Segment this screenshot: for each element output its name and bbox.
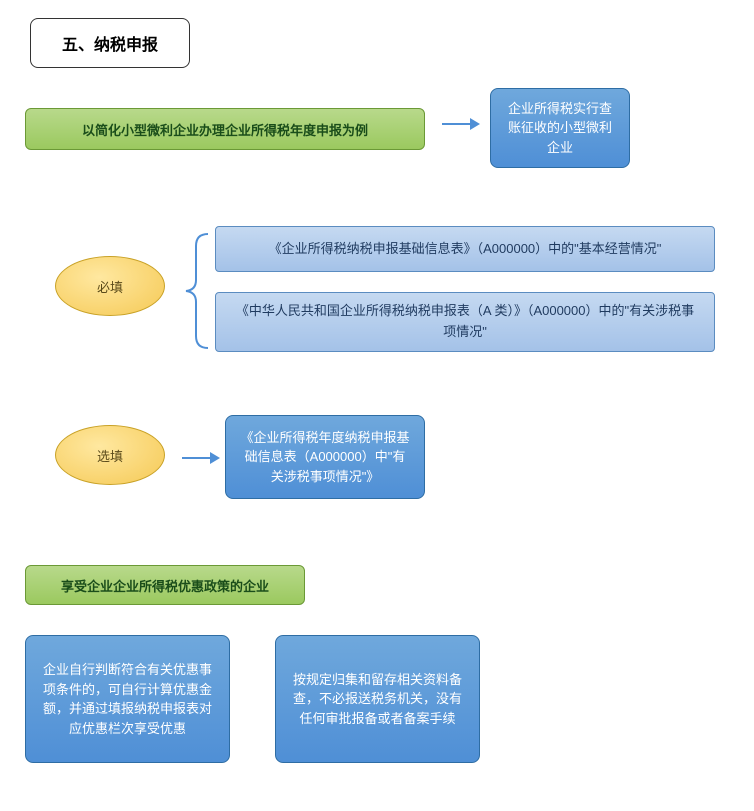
policy-title-text: 享受企业企业所得税优惠政策的企业 [61, 576, 269, 595]
required-item-2-text: 《中华人民共和国企业所得税纳税申报表（A 类）》（A000000）中的"有关涉税… [230, 301, 700, 343]
target-box: 企业所得税实行查账征收的小型微利企业 [490, 88, 630, 168]
arrow-right-icon [180, 446, 220, 470]
policy-left-text: 企业自行判断符合有关优惠事项条件的，可自行计算优惠金额，并通过填报纳税申报表对应… [40, 660, 215, 738]
optional-label: 选填 [97, 446, 123, 465]
example-box: 以简化小型微利企业办理企业所得税年度申报为例 [25, 108, 425, 150]
policy-left-box: 企业自行判断符合有关优惠事项条件的，可自行计算优惠金额，并通过填报纳税申报表对应… [25, 635, 230, 763]
example-text: 以简化小型微利企业办理企业所得税年度申报为例 [82, 120, 368, 139]
policy-right-box: 按规定归集和留存相关资料备查，不必报送税务机关，没有任何审批报备或者备案手续 [275, 635, 480, 763]
policy-right-text: 按规定归集和留存相关资料备查，不必报送税务机关，没有任何审批报备或者备案手续 [290, 670, 465, 729]
arrow-right-icon [440, 112, 480, 136]
required-label: 必填 [97, 277, 123, 296]
policy-title-box: 享受企业企业所得税优惠政策的企业 [25, 565, 305, 605]
required-item-1-text: 《企业所得税纳税申报基础信息表》（A000000）中的"基本经营情况" [269, 239, 662, 260]
required-item-1: 《企业所得税纳税申报基础信息表》（A000000）中的"基本经营情况" [215, 226, 715, 272]
required-ellipse: 必填 [55, 256, 165, 316]
optional-ellipse: 选填 [55, 425, 165, 485]
bracket-icon [180, 232, 210, 355]
target-text: 企业所得税实行查账征收的小型微利企业 [505, 99, 615, 158]
section-title: 五、纳税申报 [30, 18, 190, 68]
section-title-text: 五、纳税申报 [62, 37, 158, 54]
optional-item-text: 《企业所得税年度纳税申报基础信息表（A000000）中"有关涉税事项情况"》 [240, 428, 410, 487]
optional-item-box: 《企业所得税年度纳税申报基础信息表（A000000）中"有关涉税事项情况"》 [225, 415, 425, 499]
required-item-2: 《中华人民共和国企业所得税纳税申报表（A 类）》（A000000）中的"有关涉税… [215, 292, 715, 352]
